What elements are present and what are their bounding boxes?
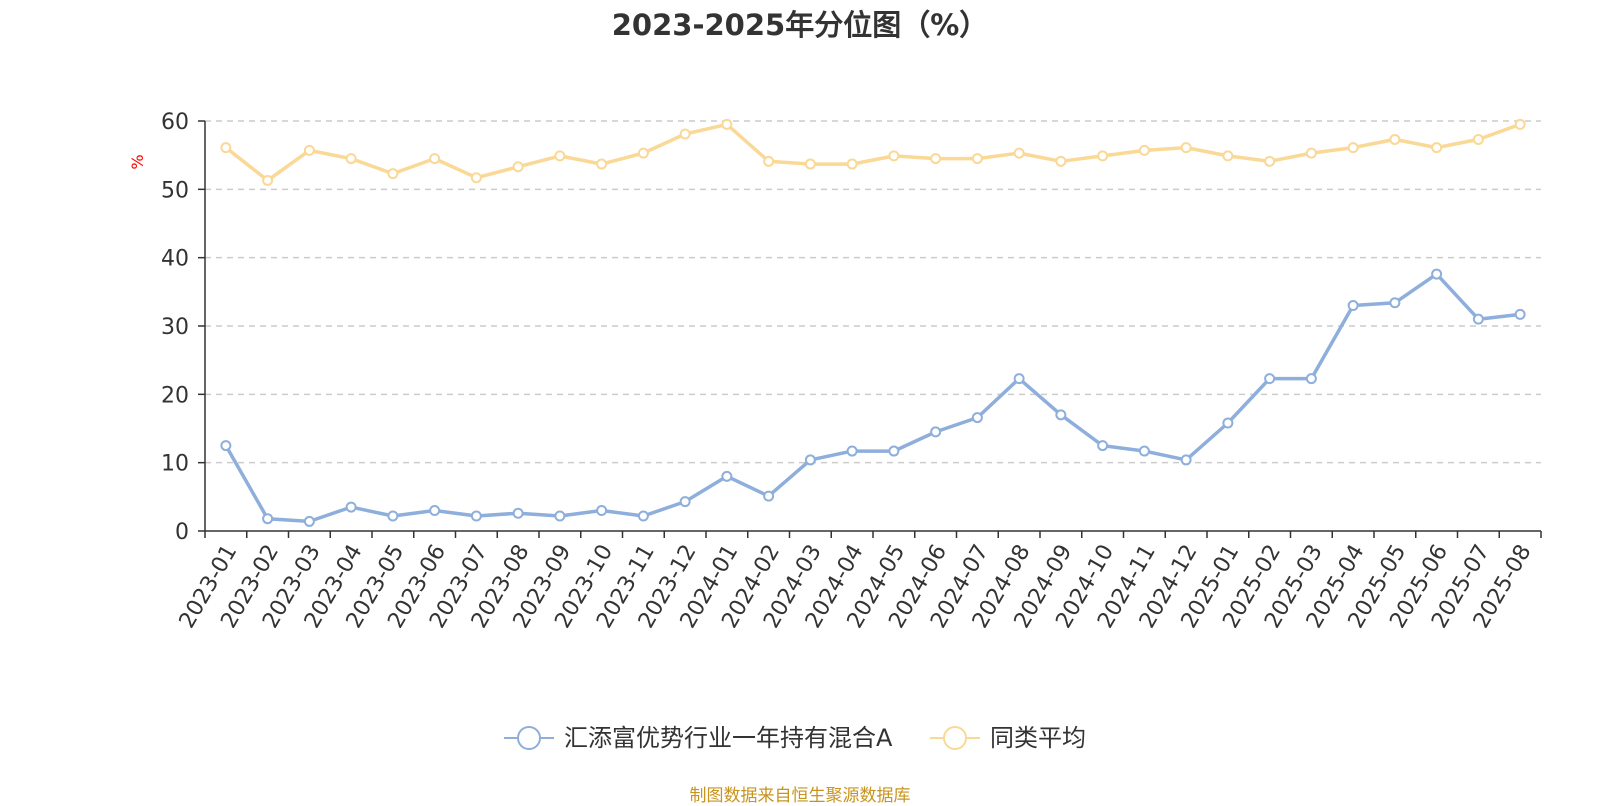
data-point <box>1264 155 1276 167</box>
y-tick-label: 0 <box>175 520 189 545</box>
data-point <box>1347 142 1359 154</box>
legend-label: 同类平均 <box>990 724 1086 752</box>
data-point <box>470 510 482 522</box>
chart-title: 2023-2025年分位图（%） <box>611 8 989 42</box>
y-tick-label: 20 <box>161 383 189 408</box>
grid-lines <box>205 120 1541 464</box>
data-point <box>220 142 232 154</box>
data-point <box>930 426 942 438</box>
y-tick-label: 40 <box>161 247 189 272</box>
data-point <box>470 172 482 184</box>
data-point <box>1055 155 1067 167</box>
y-tick-label: 50 <box>161 178 189 203</box>
series-line-2 <box>224 122 1521 183</box>
data-point <box>429 505 441 516</box>
data-point <box>721 118 733 130</box>
series-line-1 <box>224 272 1521 524</box>
data-point <box>888 150 900 162</box>
data-point <box>512 161 524 173</box>
data-point <box>637 147 649 159</box>
data-point <box>804 454 816 466</box>
data-point <box>1264 373 1276 385</box>
data-point <box>387 510 399 522</box>
legend-marker <box>943 726 967 750</box>
data-point <box>429 153 441 165</box>
data-point <box>345 153 357 165</box>
source-note: 制图数据来自恒生聚源数据库 <box>689 786 911 806</box>
data-point <box>1305 373 1317 385</box>
data-point <box>1097 150 1109 162</box>
data-point <box>971 153 983 165</box>
data-point <box>1514 308 1526 320</box>
data-point <box>763 490 775 502</box>
data-point <box>1180 142 1192 154</box>
data-point <box>596 505 608 516</box>
data-point <box>303 144 315 156</box>
legend-label: 汇添富优势行业一年持有混合A <box>564 724 893 752</box>
data-point <box>554 150 566 162</box>
data-point <box>554 510 566 522</box>
data-point <box>1180 454 1192 466</box>
data-point <box>1138 445 1150 457</box>
data-point <box>512 507 524 519</box>
data-point <box>763 155 775 167</box>
data-point <box>1013 147 1025 159</box>
data-point <box>303 515 315 527</box>
data-point <box>1222 150 1234 162</box>
legend[interactable]: 汇添富优势行业一年持有混合A 同类平均 <box>504 724 1086 752</box>
data-point <box>1013 373 1025 385</box>
data-point <box>679 128 691 140</box>
y-tick-label: 60 <box>161 110 189 135</box>
data-point <box>679 496 691 508</box>
data-point <box>262 513 274 525</box>
legend-item-2[interactable]: 同类平均 <box>930 724 1086 752</box>
data-point <box>1305 147 1317 159</box>
data-point <box>1472 133 1484 145</box>
data-point <box>846 158 858 170</box>
data-point <box>1055 409 1067 421</box>
data-point <box>637 510 649 522</box>
y-axis-label: % <box>128 154 147 169</box>
data-point <box>1514 118 1526 130</box>
data-point <box>1431 142 1443 154</box>
axes: 01020304050602023-012023-022023-032023-0… <box>161 110 1542 633</box>
data-point <box>1472 313 1484 325</box>
data-point <box>721 470 733 482</box>
data-point <box>1138 144 1150 156</box>
legend-item-1[interactable]: 汇添富优势行业一年持有混合A <box>504 724 893 752</box>
data-point <box>1097 440 1109 452</box>
data-point <box>1222 417 1234 429</box>
data-point <box>930 153 942 165</box>
legend-marker <box>517 726 541 750</box>
data-point <box>1389 133 1401 145</box>
y-tick-label: 10 <box>161 452 189 477</box>
data-point <box>1389 297 1401 309</box>
data-point <box>220 440 232 452</box>
data-point <box>1431 268 1443 280</box>
data-point <box>387 168 399 180</box>
data-point <box>971 412 983 424</box>
series-lines <box>220 118 1526 527</box>
y-tick-label: 30 <box>161 315 189 340</box>
data-point <box>846 445 858 457</box>
data-point <box>596 158 608 170</box>
data-point <box>345 501 357 513</box>
data-point <box>804 158 816 170</box>
data-point <box>1347 300 1359 311</box>
data-point <box>262 174 274 186</box>
data-point <box>888 445 900 457</box>
